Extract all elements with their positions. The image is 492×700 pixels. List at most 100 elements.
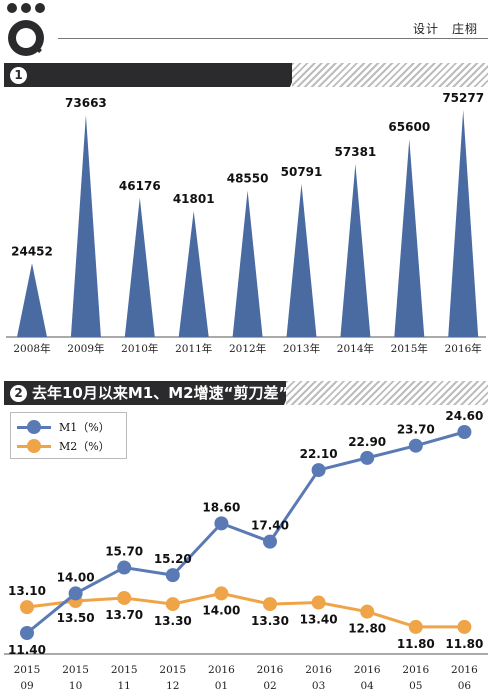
m2-data-point	[20, 600, 34, 615]
line-tick-month: 03	[312, 680, 325, 692]
bar-tick-label: 2013年	[283, 342, 320, 355]
magnifier-logo-icon	[7, 3, 45, 56]
bar-value-label: 65600	[388, 120, 430, 134]
m1-data-point	[214, 516, 229, 531]
bar-value-label: 57381	[335, 145, 377, 159]
legend-label-m2: M2（%）	[59, 440, 110, 453]
m2-data-point	[117, 590, 132, 605]
bar-value-label: 73663	[65, 96, 107, 110]
m1-data-point	[408, 438, 423, 453]
section1-stripe	[292, 63, 488, 87]
bar-value-label: 46176	[119, 179, 161, 193]
m1-value-label: 15.20	[154, 552, 192, 566]
m2-value-label: 13.10	[8, 584, 46, 598]
bar-spike	[124, 197, 155, 337]
section1-number: 1	[10, 67, 27, 84]
m2-data-point	[165, 597, 180, 612]
bar-value-label: 75277	[442, 91, 484, 105]
m2-value-label: 13.70	[105, 608, 143, 622]
m1-data-point	[165, 568, 180, 583]
line-tick-year: 2016	[354, 664, 381, 676]
m1-value-label: 14.00	[57, 570, 95, 584]
m1-value-label: 17.40	[251, 519, 289, 533]
designer-credit: 设计 庄栩	[412, 22, 478, 36]
m2-series-line	[26, 591, 465, 629]
bar-value-label: 48550	[227, 172, 269, 186]
m1-value-label: 23.70	[397, 423, 435, 437]
bar-spike	[232, 190, 263, 337]
bar-tick-label: 2012年	[229, 342, 266, 355]
line-tick-month: 09	[20, 680, 33, 692]
section2-number: 2	[10, 385, 27, 402]
line-tick-month: 10	[69, 680, 82, 692]
line-tick-year: 2015	[14, 664, 41, 676]
section2-title: 去年10月以来M1、M2增速“剪刀差”	[32, 384, 289, 402]
line-tick-month: 05	[409, 680, 422, 692]
m1-value-label: 15.70	[105, 545, 143, 559]
m1-value-label: 22.90	[348, 435, 386, 449]
m2-value-label: 11.80	[397, 637, 435, 651]
m1-value-label: 11.40	[8, 643, 46, 657]
m1-series-line	[26, 430, 465, 635]
line-tick-month: 02	[263, 680, 276, 692]
line-tick-year: 2016	[451, 664, 478, 676]
m2-value-label: 13.30	[251, 614, 289, 628]
line-tick-year: 2015	[159, 664, 186, 676]
m2-value-label: 14.00	[202, 603, 240, 617]
legend-swatch-m1	[17, 419, 51, 435]
legend-swatch-m2	[17, 438, 51, 454]
m2-value-label: 11.80	[445, 637, 483, 651]
bar-spike	[448, 110, 479, 337]
bar-tick-label: 2015年	[391, 342, 428, 355]
line-tick-month: 04	[361, 680, 375, 692]
m1-data-point	[117, 560, 132, 575]
m2-value-label: 13.40	[300, 613, 338, 627]
m1-data-point	[311, 463, 326, 478]
line-tick-year: 2015	[62, 664, 89, 676]
m1-value-label: 18.60	[202, 500, 240, 514]
bar-spike	[286, 183, 317, 337]
bar-spike	[70, 114, 101, 337]
legend-label-m1: M1（%）	[59, 421, 110, 434]
section2-banner: 2 去年10月以来M1、M2增速“剪刀差”	[4, 381, 294, 405]
bar-value-label: 24452	[11, 244, 53, 258]
m2-value-label: 13.30	[154, 614, 192, 628]
bar-tick-label: 2008年	[13, 342, 50, 355]
m1-data-point	[457, 425, 472, 439]
bar-tick-label: 2010年	[121, 342, 158, 355]
line-tick-year: 2016	[208, 664, 235, 676]
m2-data-point	[311, 595, 326, 610]
header-rule	[58, 38, 488, 39]
m2-data-point	[457, 619, 472, 634]
m2-value-label: 12.80	[348, 622, 386, 636]
line-tick-month: 01	[215, 680, 228, 692]
m1-value-label: 22.10	[300, 447, 338, 461]
bar-spike	[178, 210, 209, 337]
m1-data-point	[360, 450, 375, 465]
bar-value-label: 41801	[173, 192, 215, 206]
legend-item-m1: M1（%）	[17, 419, 110, 435]
m2-data-point	[263, 597, 277, 612]
line-tick-month: 06	[458, 680, 472, 692]
m1-data-point	[263, 534, 277, 549]
legend-item-m2: M2（%）	[17, 438, 110, 454]
section2-stripe	[286, 381, 488, 405]
line-tick-year: 2016	[402, 664, 429, 676]
m2-data-point	[214, 586, 229, 601]
bar-value-label: 50791	[281, 165, 323, 179]
bar-spike	[394, 139, 425, 337]
bar-tick-label: 2014年	[337, 342, 374, 355]
m2-data-point	[360, 604, 375, 619]
chart-legend: M1（%） M2（%）	[10, 412, 127, 459]
bar-tick-label: 2009年	[67, 342, 104, 355]
bar-tick-label: 2016年	[445, 342, 482, 355]
line-tick-month: 12	[166, 680, 179, 692]
m2-data-point	[408, 619, 423, 634]
m1-data-point	[68, 586, 83, 601]
loan-bar-chart: 24452 2008年 73663 2009年 46176 2010年 41801 2011年…	[6, 91, 486, 355]
line-tick-year: 2016	[257, 664, 284, 676]
m2-value-label: 13.50	[57, 611, 95, 625]
m1-value-label: 24.60	[445, 409, 483, 423]
bar-spike	[340, 163, 371, 337]
